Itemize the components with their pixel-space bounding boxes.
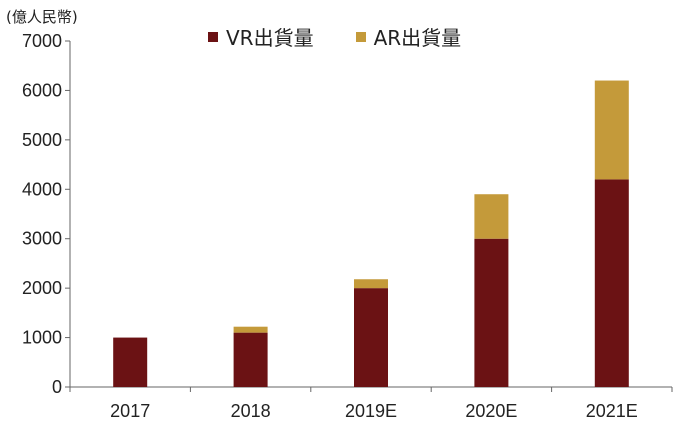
vr-bar-2018: [233, 332, 268, 387]
y-tick-label: 4000: [22, 179, 62, 199]
y-axis-unit-label: (億人民幣): [6, 8, 78, 26]
legend-item-vr: VR出貨量: [208, 22, 314, 51]
y-tick-label: 2000: [22, 278, 62, 298]
vr-bar-2020e: [474, 238, 509, 387]
legend-swatch-vr: [208, 31, 218, 42]
y-tick-label: 0: [52, 377, 62, 397]
y-tick-label: 5000: [22, 130, 62, 150]
ar-bar-2021e: [594, 80, 629, 180]
x-tick-label: 2018: [231, 401, 271, 421]
vr-bar-2017: [113, 337, 148, 387]
x-tick-label: 2019E: [345, 401, 397, 421]
chart-legend: VR出貨量 AR出貨量: [208, 22, 461, 51]
x-tick-label: 2017: [110, 401, 150, 421]
y-tick-label: 7000: [22, 31, 62, 51]
x-tick-label: 2021E: [586, 401, 638, 421]
y-tick-label: 1000: [22, 328, 62, 348]
legend-label-vr: VR出貨量: [226, 26, 314, 50]
y-tick-label: 6000: [22, 80, 62, 100]
x-tick-label: 2020E: [465, 401, 517, 421]
legend-swatch-ar: [355, 31, 366, 42]
y-tick-label: 3000: [22, 229, 62, 249]
ar-bar-2020e: [474, 194, 509, 239]
legend-item-ar: AR出貨量: [355, 22, 462, 51]
ar-bar-2019e: [354, 279, 388, 289]
vr-bar-2021e: [594, 179, 629, 387]
vr-bar-2019e: [354, 288, 388, 387]
ar-bar-2018: [233, 326, 268, 333]
legend-label-ar: AR出貨量: [373, 26, 462, 50]
